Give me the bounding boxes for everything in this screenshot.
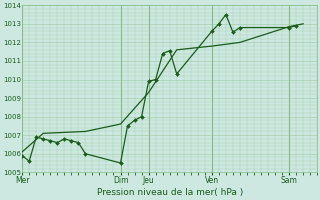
X-axis label: Pression niveau de la mer( hPa ): Pression niveau de la mer( hPa ) (97, 188, 243, 197)
